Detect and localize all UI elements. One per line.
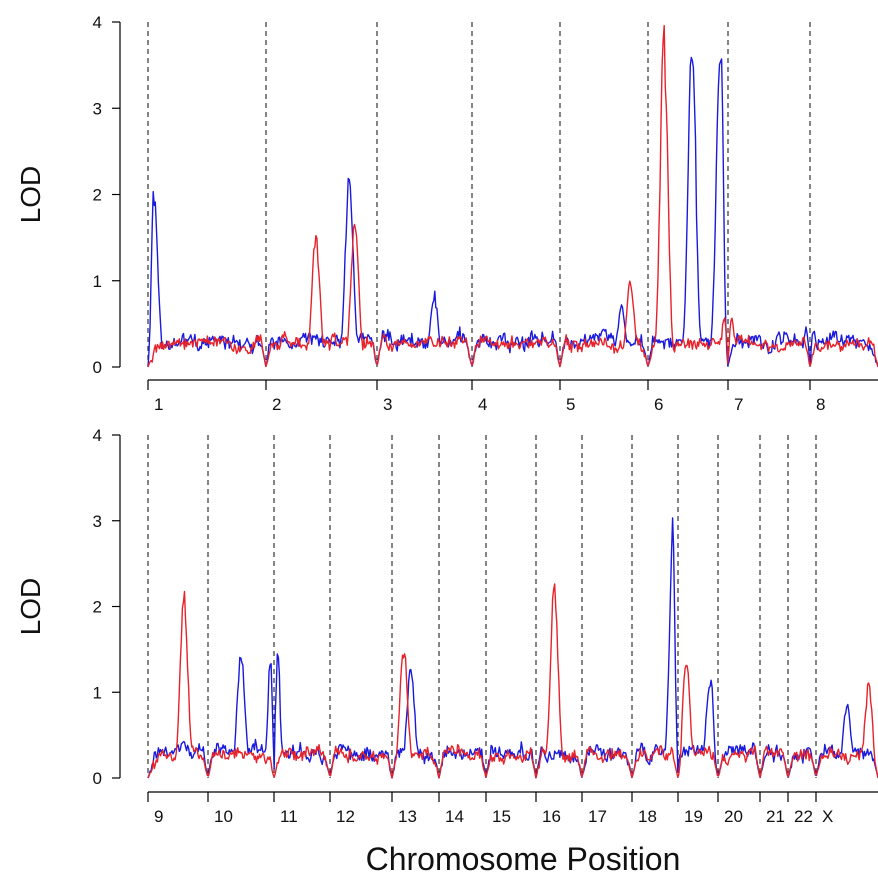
- y-tick-label: 2: [93, 598, 102, 617]
- y-axis-label: LOD: [15, 166, 46, 224]
- chromosome-label: 1: [154, 395, 163, 414]
- red-lod-trace: [147, 583, 878, 779]
- chromosome-label: X: [822, 807, 833, 826]
- chromosome-label: 19: [684, 807, 703, 826]
- y-tick-label: 1: [93, 683, 102, 702]
- chromosome-label: 5: [566, 395, 575, 414]
- chromosome-label: 4: [478, 395, 487, 414]
- y-tick-label: 0: [93, 358, 102, 377]
- chromosome-label: 7: [734, 395, 743, 414]
- chromosome-label: 22: [794, 807, 813, 826]
- chromosome-label: 2: [272, 395, 281, 414]
- chromosome-label: 10: [214, 807, 233, 826]
- y-tick-label: 4: [93, 426, 102, 445]
- y-tick-label: 2: [93, 186, 102, 205]
- x-axis-label: Chromosome Position: [366, 841, 681, 877]
- blue-lod-trace: [147, 517, 878, 779]
- y-tick-label: 3: [93, 512, 102, 531]
- panel-1: 0 1 2 3 4 LOD 1 2 3 4 5 6 7 8: [15, 13, 878, 414]
- blue-lod-trace: [147, 56, 878, 368]
- y-tick-label: 3: [93, 99, 102, 118]
- chromosome-label: 3: [383, 395, 392, 414]
- chromosome-label: 18: [638, 807, 657, 826]
- chromosome-label: 8: [816, 395, 825, 414]
- y-tick-label: 1: [93, 272, 102, 291]
- y-tick-label: 0: [93, 769, 102, 788]
- chromosome-label: 17: [588, 807, 607, 826]
- chromosome-label: 21: [766, 807, 785, 826]
- chromosome-label: 9: [154, 807, 163, 826]
- chromosome-label: 13: [398, 807, 417, 826]
- y-tick-label: 4: [93, 13, 102, 32]
- chromosome-label: 14: [445, 807, 464, 826]
- y-axis-label: LOD: [15, 578, 46, 636]
- chromosome-label: 15: [492, 807, 511, 826]
- chromosome-label: 11: [280, 807, 298, 826]
- chromosome-label: 16: [542, 807, 561, 826]
- chromosome-label: 12: [336, 807, 355, 826]
- chromosome-label: 6: [654, 395, 663, 414]
- red-lod-trace: [147, 24, 878, 368]
- chromosome-label: 20: [724, 807, 743, 826]
